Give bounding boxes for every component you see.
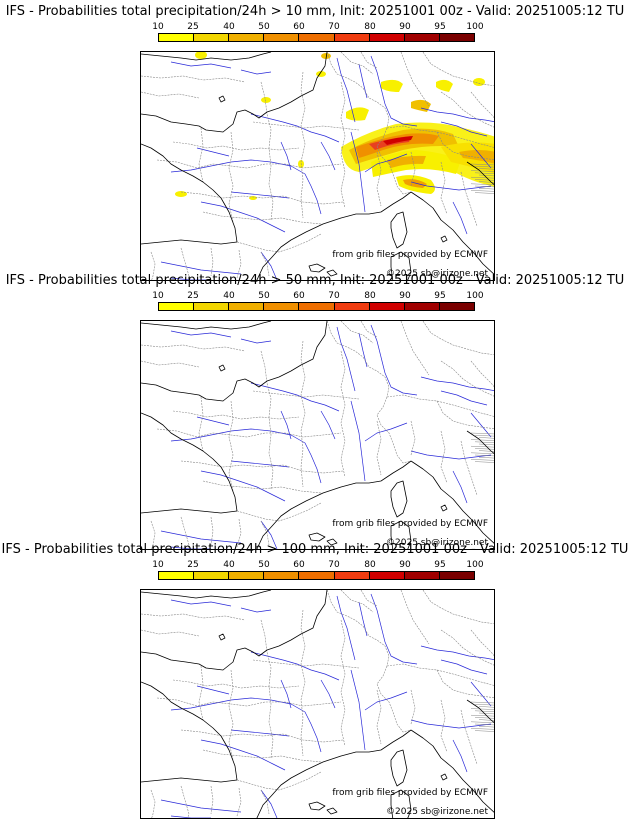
colorbar-tick-label: 60 <box>293 560 305 570</box>
colorbar-segment <box>299 34 335 41</box>
colorbar-segment <box>299 303 335 310</box>
colorbar-tick-label: 95 <box>434 560 446 570</box>
colorbar-tick-label: 95 <box>434 291 446 301</box>
colorbar-tick-label: 100 <box>466 560 484 570</box>
colorbar-tick-label: 25 <box>187 560 199 570</box>
colorbar-tick-label: 80 <box>364 22 376 32</box>
colorbar-segment <box>334 303 370 310</box>
colorbar-tick-label: 95 <box>434 22 446 32</box>
colorbar-segment <box>194 572 230 579</box>
data-credit: from grib files provided by ECMWF <box>332 519 488 529</box>
data-credit: from grib files provided by ECMWF <box>332 788 488 798</box>
colorbar-segment <box>229 34 265 41</box>
colorbar-tick-label: 90 <box>399 291 411 301</box>
colorbar-tick-label: 40 <box>223 22 235 32</box>
borders <box>141 321 494 549</box>
panel-title: IFS - Probabilities total precipitation/… <box>5 273 625 288</box>
probability-map: from grib files provided by ECMWF ©2025 … <box>140 320 495 550</box>
rain-probability-areas <box>175 52 494 200</box>
colorbar-segment <box>404 303 440 310</box>
copyright: ©2025 sb@irizone.net <box>386 538 488 548</box>
colorbar-tick-label: 90 <box>399 22 411 32</box>
colorbar-tick-label: 80 <box>364 291 376 301</box>
colorbar-segment <box>369 572 405 579</box>
panel-title: IFS - Probabilities total precipitation/… <box>1 542 629 557</box>
colorbar-segment <box>369 34 405 41</box>
colorbar-segment <box>439 303 474 310</box>
colorbar-segment <box>194 34 230 41</box>
colorbar-ticks: 10 25 40 50 60 70 80 90 95 100 <box>152 22 483 32</box>
colorbar-tick-label: 10 <box>152 291 164 301</box>
precip-overlay <box>175 52 494 200</box>
forecast-panel-50mm: IFS - Probabilities total precipitation/… <box>0 273 630 550</box>
colorbar-segment <box>369 303 405 310</box>
colorbar-tick-label: 50 <box>258 291 270 301</box>
colorbar-tick-label: 100 <box>466 291 484 301</box>
colorbar-tick-label: 70 <box>328 291 340 301</box>
colorbar-tick-label: 60 <box>293 22 305 32</box>
colorbar-segment <box>334 34 370 41</box>
forecast-panel-10mm: IFS - Probabilities total precipitation/… <box>0 4 630 281</box>
colorbar-tick-label: 60 <box>293 291 305 301</box>
colorbar-ticks: 10 25 40 50 60 70 80 90 95 100 <box>152 560 483 570</box>
colorbar-segment <box>439 572 474 579</box>
copyright: ©2025 sb@irizone.net <box>386 269 488 279</box>
borders <box>141 590 494 818</box>
probability-map: from grib files provided by ECMWF ©2025 … <box>140 589 495 819</box>
forecast-panel-100mm: IFS - Probabilities total precipitation/… <box>0 542 630 819</box>
colorbar-tick-label: 90 <box>399 560 411 570</box>
colorbar-tick-label: 70 <box>328 22 340 32</box>
colorbar-segment <box>264 303 300 310</box>
colorbar-tick-label: 10 <box>152 560 164 570</box>
colorbar-segment <box>229 303 265 310</box>
colorbar-segment <box>264 572 300 579</box>
colorbar-ticks: 10 25 40 50 60 70 80 90 95 100 <box>152 291 483 301</box>
map-lines <box>141 590 494 818</box>
colorbar-tick-label: 40 <box>223 291 235 301</box>
colorbar-tick-label: 70 <box>328 560 340 570</box>
colorbar-segment <box>404 34 440 41</box>
colorbar-segment <box>299 572 335 579</box>
rivers <box>160 593 494 818</box>
colorbar-tick-label: 25 <box>187 22 199 32</box>
colorbar-tick-label: 100 <box>466 22 484 32</box>
colorbar-tick-label: 25 <box>187 291 199 301</box>
rivers <box>160 324 494 549</box>
colorbar <box>158 33 475 42</box>
colorbar-segment <box>264 34 300 41</box>
map-lines <box>141 321 494 549</box>
coastlines <box>141 52 494 280</box>
copyright: ©2025 sb@irizone.net <box>386 807 488 817</box>
map-lines <box>141 52 494 280</box>
probability-map: from grib files provided by ECMWF ©2025 … <box>140 51 495 281</box>
coastlines <box>141 590 494 818</box>
panel-title: IFS - Probabilities total precipitation/… <box>5 4 625 19</box>
colorbar-tick-label: 40 <box>223 560 235 570</box>
coastlines <box>141 321 494 549</box>
colorbar-segment <box>229 572 265 579</box>
colorbar-tick-label: 50 <box>258 560 270 570</box>
colorbar-segment <box>439 34 474 41</box>
colorbar-segment <box>194 303 230 310</box>
rivers <box>160 55 494 280</box>
colorbar-tick-label: 50 <box>258 22 270 32</box>
colorbar-tick-label: 80 <box>364 560 376 570</box>
data-credit: from grib files provided by ECMWF <box>332 250 488 260</box>
colorbar-segment <box>159 572 195 579</box>
colorbar <box>158 571 475 580</box>
borders <box>141 52 494 280</box>
colorbar-segment <box>334 572 370 579</box>
colorbar-tick-label: 10 <box>152 22 164 32</box>
colorbar-segment <box>159 34 195 41</box>
colorbar <box>158 302 475 311</box>
colorbar-segment <box>404 572 440 579</box>
colorbar-segment <box>159 303 195 310</box>
